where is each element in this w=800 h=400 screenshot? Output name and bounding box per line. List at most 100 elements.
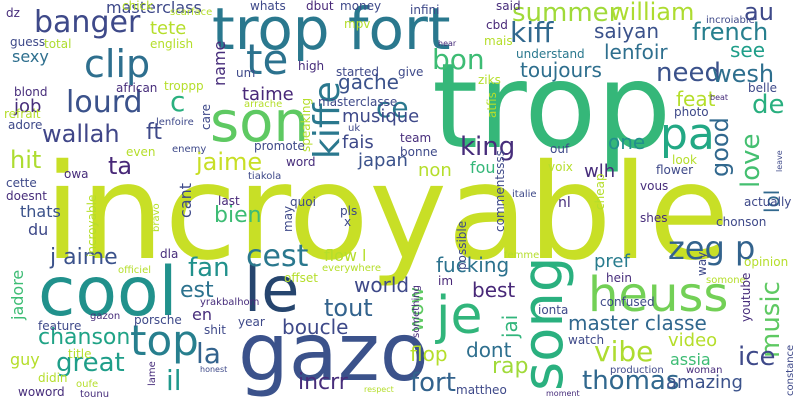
word-incroyable-small: incroyable	[85, 194, 99, 257]
word-est: est	[180, 278, 214, 303]
word-need: need	[656, 58, 721, 88]
word-kiff: kiff	[510, 16, 554, 49]
word-yrakbalhom: yrakbalhom	[200, 297, 260, 308]
word-love: love	[736, 133, 766, 188]
word-x: x	[344, 215, 352, 229]
word-chonson: chonson	[716, 215, 767, 229]
word-masterclass: masterclass	[106, 0, 202, 17]
word-year: year	[238, 315, 265, 329]
word-offset: offset	[284, 271, 318, 285]
word-cbd: cbd	[486, 18, 508, 32]
word-dz: dz	[6, 6, 20, 20]
word-hein: hein	[606, 271, 632, 285]
word-flow-l: flow l	[324, 246, 367, 265]
word-possible: possible	[455, 220, 469, 270]
word-flop: flop	[410, 342, 448, 366]
word-incroiable: incroiable	[706, 15, 755, 26]
word-high: high	[298, 59, 325, 73]
word-somone: somone	[706, 275, 746, 286]
word-didin: didin	[38, 371, 68, 385]
word-feat: feat	[676, 87, 716, 111]
word-whats: whats	[250, 0, 286, 13]
word-mais: mais	[484, 34, 513, 48]
word-youtube: youtube	[739, 272, 753, 322]
word-wesh: wesh	[712, 60, 775, 88]
word-leave: leave	[775, 150, 784, 172]
word-last: last	[218, 194, 240, 208]
word-flower: flower	[656, 163, 694, 177]
word-commentssss: commentssss	[493, 149, 507, 232]
word-um: um	[236, 66, 256, 80]
word-pref: pref	[594, 251, 630, 272]
word-lenfoire: lenfoire	[156, 117, 194, 128]
word-watch: watch	[568, 333, 605, 347]
word-le: le	[244, 253, 300, 326]
word-chanson: chanson	[38, 325, 131, 350]
word-bon: bon	[432, 43, 485, 76]
word-ice: ice	[738, 342, 776, 372]
word-respect: respect	[364, 385, 394, 394]
word-care: care	[199, 103, 213, 130]
word-title: title	[68, 347, 92, 361]
word-incrr: incrr	[298, 370, 348, 395]
word-lourd: lourd	[66, 85, 143, 120]
word-cool: cool	[38, 253, 178, 332]
word-gazon: gazon	[90, 311, 121, 322]
word-voix: voix	[548, 160, 573, 174]
word-thomas: thomas	[582, 366, 680, 396]
word-see: see	[730, 38, 766, 62]
word-something: something	[411, 285, 422, 338]
word-look: look	[672, 153, 697, 167]
word-moment: moment	[546, 389, 580, 398]
word-saiyan: saiyan	[594, 19, 659, 43]
word-french: french	[692, 18, 769, 46]
word-king: king	[460, 132, 516, 162]
word-infini: infini	[410, 3, 440, 17]
word-rap: rap	[492, 354, 529, 379]
word-owa: owa	[64, 167, 89, 181]
word-summer: summer	[512, 0, 620, 28]
word-wlh: wlh	[584, 161, 616, 182]
word-japan: japan	[358, 150, 408, 171]
word-best: best	[472, 278, 516, 302]
word-william: william	[610, 0, 695, 26]
word-job: job	[14, 96, 42, 117]
word-musique: musique	[342, 106, 420, 127]
word-may: may	[281, 205, 295, 232]
word-jaime: jaime	[196, 148, 263, 176]
word-cheap: cheap	[593, 173, 607, 210]
word-arrache: arrache	[244, 99, 283, 110]
word-heuss: heuss	[588, 267, 729, 323]
word-fou: fou	[470, 158, 496, 177]
word-oufe: oufe	[76, 379, 99, 390]
word-fort: fort	[410, 368, 456, 398]
word-masterclasse: masterclasse	[318, 95, 398, 109]
word-english: english	[150, 37, 194, 51]
word-il: il	[166, 364, 182, 397]
word-fucking: fucking	[436, 253, 510, 277]
word-sexy: sexy	[12, 47, 49, 66]
word-amazing: amazing	[666, 372, 743, 393]
word-give: give	[398, 65, 424, 79]
word-jadore: jadore	[8, 269, 27, 320]
word-belle: belle	[748, 81, 778, 95]
word-started: started	[336, 65, 379, 79]
word-femme: femme	[504, 250, 540, 261]
word-good: good	[706, 117, 734, 177]
word-everywhere: everywhere	[322, 263, 381, 274]
word-c: c	[170, 85, 186, 118]
word-thats: thats	[20, 202, 61, 221]
word-cant: cant	[176, 182, 195, 218]
word-honest: honest	[200, 365, 228, 374]
word-guy: guy	[10, 350, 40, 369]
word-dbut: dbut	[306, 0, 334, 13]
word-banger: banger	[34, 5, 141, 40]
word-pls: pls	[340, 204, 358, 218]
word-doesnt: doesnt	[6, 189, 47, 203]
word-dont: dont	[466, 338, 512, 362]
word-quoi: quoi	[290, 195, 316, 209]
word-blond: blond	[14, 85, 48, 99]
word-bravo: bravo	[151, 203, 162, 232]
word-tete: tete	[150, 18, 187, 39]
word-understand: understand	[516, 47, 585, 61]
